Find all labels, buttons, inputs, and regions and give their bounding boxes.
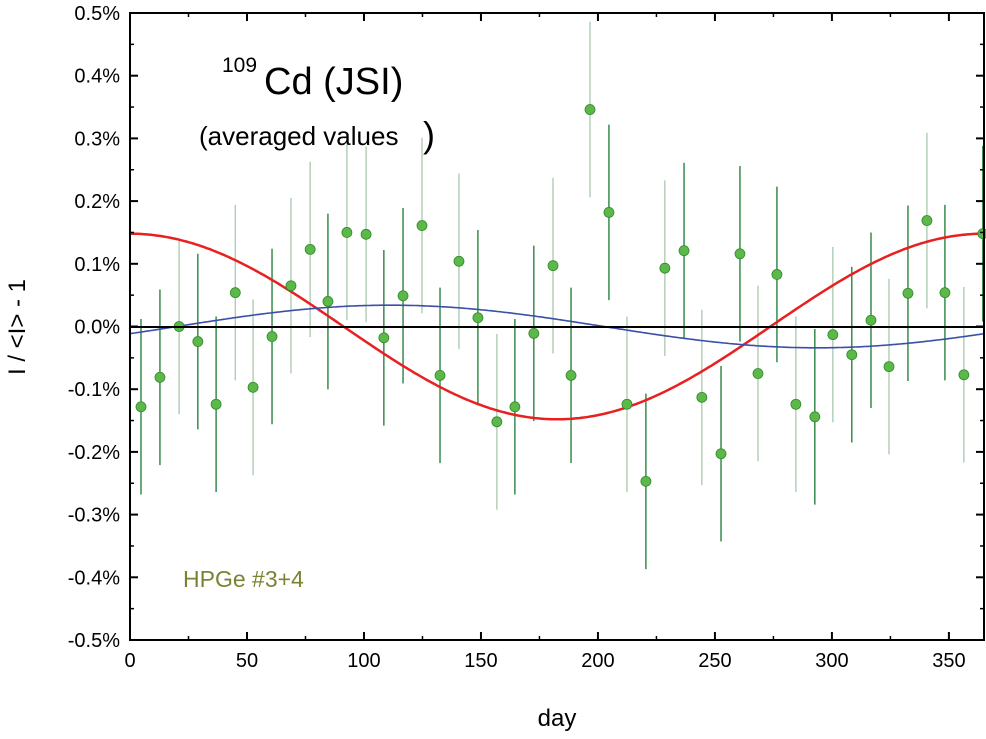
chart-subtitle: (averaged values <box>199 121 398 151</box>
blue-fit-curve <box>129 304 985 349</box>
data-point <box>696 391 708 403</box>
x-tick-label: 350 <box>932 650 965 672</box>
data-point <box>341 227 353 238</box>
y-tick-label: -0.1% <box>68 379 120 401</box>
red-fit-curve <box>130 232 984 421</box>
x-tick-label: 200 <box>581 650 614 672</box>
data-point <box>135 401 147 413</box>
data-point <box>659 262 671 274</box>
x-tick-label: 100 <box>347 650 380 672</box>
chart-subtitle-paren: ) <box>423 114 435 155</box>
data-point <box>192 336 204 347</box>
error-bars <box>140 21 984 570</box>
data-point <box>453 255 465 267</box>
data-point <box>939 287 951 299</box>
data-point <box>509 401 521 413</box>
data-point <box>846 349 858 361</box>
data-point <box>472 312 484 324</box>
data-point <box>565 370 577 381</box>
y-axis-label: I / <I> - 1 <box>4 279 31 375</box>
data-point <box>621 398 633 410</box>
data-point <box>397 290 409 302</box>
data-point <box>883 361 895 373</box>
x-tick-label: 300 <box>815 650 848 672</box>
y-tick-label: 0.5% <box>74 3 120 25</box>
y-tick-label: 0.1% <box>74 254 120 276</box>
data-point <box>322 296 334 307</box>
data-point <box>360 228 372 240</box>
data-point <box>547 260 559 272</box>
y-tick-label: 0.2% <box>74 191 120 213</box>
data-point <box>266 331 278 342</box>
axis-ticks: 0 50 100 150 200 250 300 350 -0.5% -0.4% -0.3% -0.2… <box>68 3 984 672</box>
data-point <box>734 248 746 260</box>
y-tick-label: -0.4% <box>68 567 120 589</box>
y-tick-label: -0.3% <box>68 505 120 527</box>
data-point <box>416 220 428 231</box>
data-point <box>434 370 446 381</box>
data-point <box>902 287 914 299</box>
x-axis-label: day <box>538 705 577 732</box>
chart-title: Cd (JSI) <box>264 61 403 103</box>
data-point <box>715 448 727 460</box>
y-tick-label: -0.5% <box>68 630 120 652</box>
fit-curves <box>129 232 985 421</box>
y-tick-label: 0.3% <box>74 128 120 150</box>
data-point <box>678 245 690 257</box>
data-point <box>640 475 652 487</box>
detector-annotation: HPGe #3+4 <box>183 566 304 592</box>
data-point <box>229 287 241 299</box>
data-point <box>247 381 259 393</box>
data-point <box>584 104 596 115</box>
chart-title-superscript: 109 <box>222 54 257 77</box>
y-tick-label: 0.4% <box>74 66 120 88</box>
data-point <box>809 411 821 423</box>
data-point <box>771 269 783 280</box>
data-point <box>154 371 166 383</box>
data-point <box>285 280 297 292</box>
y-tick-label: 0.0% <box>74 317 120 339</box>
x-tick-label: 250 <box>698 650 731 672</box>
x-tick-label: 0 <box>124 650 135 672</box>
data-point <box>528 327 540 339</box>
data-point <box>865 314 877 326</box>
data-point <box>603 206 615 218</box>
data-point <box>304 243 316 255</box>
x-tick-label: 50 <box>236 650 258 672</box>
data-points <box>135 104 986 487</box>
data-point <box>921 215 933 226</box>
data-point <box>752 368 764 379</box>
x-tick-label: 150 <box>464 650 497 672</box>
data-point <box>210 398 222 410</box>
data-point <box>827 329 839 341</box>
data-point <box>491 416 503 428</box>
data-point <box>958 369 970 381</box>
y-tick-label: -0.2% <box>68 442 120 464</box>
data-point <box>378 332 390 344</box>
data-point <box>790 398 802 410</box>
